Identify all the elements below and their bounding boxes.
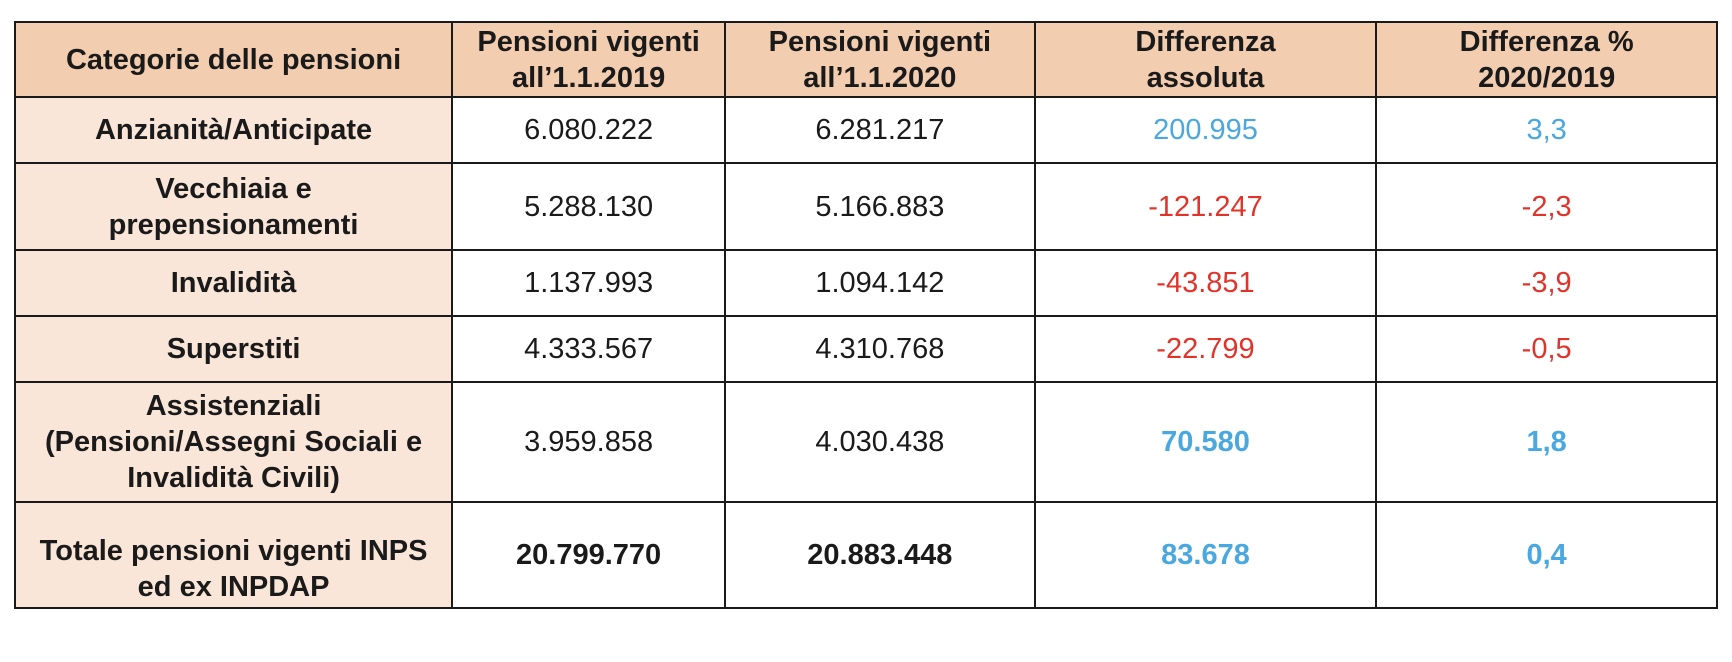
value-2020-cell: 5.166.883 [724, 162, 1036, 251]
table-row: Superstiti 4.333.567 4.310.768 -22.799 -… [13, 315, 1718, 383]
value-2020-cell: 6.281.217 [724, 96, 1036, 164]
total-abs-diff-cell: 83.678 [1033, 501, 1378, 609]
header-vigenti-2020-line2: all’1.1.2020 [803, 61, 957, 94]
category-cell: Invalidità [13, 249, 454, 317]
total-value-2019-cell: 20.799.770 [451, 501, 727, 609]
total-pct-diff-cell: 0,4 [1375, 501, 1718, 609]
header-differenza-percentuale-line1: Differenza % [1459, 25, 1634, 58]
category-cell: Anzianità/Anticipate [13, 96, 454, 164]
total-category-cell: Totale pensioni vigenti INPS ed ex INPDA… [13, 501, 454, 609]
header-vigenti-2019-line1: Pensioni vigenti [477, 25, 700, 58]
category-cell: Vecchiaia e prepensionamenti [13, 162, 454, 251]
header-vigenti-2019: Pensioni vigenti all’1.1.2019 [451, 21, 727, 98]
category-label: Superstiti [166, 333, 301, 365]
category-label-line1: Vecchiaia e [155, 172, 312, 205]
table-row: Vecchiaia e prepensionamenti 5.288.130 5… [13, 162, 1718, 251]
category-label-line3: Invalidità Civili) [127, 462, 340, 494]
total-label-line1: Totale pensioni vigenti INPS [39, 535, 428, 567]
category-label: Invalidità [170, 267, 297, 299]
table-row: Anzianità/Anticipate 6.080.222 6.281.217… [13, 96, 1718, 164]
pct-diff-cell: -0,5 [1375, 315, 1718, 383]
pct-diff-cell: 1,8 [1375, 381, 1718, 503]
header-category: Categorie delle pensioni [13, 21, 454, 98]
header-category-label: Categorie delle pensioni [65, 43, 402, 76]
total-value-2020-cell: 20.883.448 [724, 501, 1036, 609]
category-label: Anzianità/Anticipate [94, 114, 373, 146]
header-vigenti-2020: Pensioni vigenti all’1.1.2020 [724, 21, 1036, 98]
pensions-table: Categorie delle pensioni Pensioni vigent… [13, 21, 1718, 609]
pct-diff-cell: -3,9 [1375, 249, 1718, 317]
abs-diff-cell: 200.995 [1033, 96, 1378, 164]
value-2020-cell: 1.094.142 [724, 249, 1036, 317]
value-2019-cell: 3.959.858 [451, 381, 727, 503]
header-differenza-percentuale: Differenza % 2020/2019 [1375, 21, 1718, 98]
table-row: Assistenziali (Pensioni/Assegni Sociali … [13, 381, 1718, 503]
category-cell: Assistenziali (Pensioni/Assegni Sociali … [13, 381, 454, 503]
header-differenza-assoluta-line1: Differenza [1135, 25, 1276, 58]
header-differenza-assoluta: Differenza assoluta [1033, 21, 1378, 98]
table-row: Invalidità 1.137.993 1.094.142 -43.851 -… [13, 249, 1718, 317]
abs-diff-cell: 70.580 [1033, 381, 1378, 503]
value-2019-cell: 4.333.567 [451, 315, 727, 383]
value-2020-cell: 4.030.438 [724, 381, 1036, 503]
abs-diff-cell: -22.799 [1033, 315, 1378, 383]
value-2019-cell: 1.137.993 [451, 249, 727, 317]
header-vigenti-2019-line2: all’1.1.2019 [512, 61, 666, 94]
category-label-line1: Assistenziali [145, 390, 322, 422]
abs-diff-cell: -121.247 [1033, 162, 1378, 251]
category-label-line2: (Pensioni/Assegni Sociali e [45, 426, 423, 458]
category-cell: Superstiti [13, 315, 454, 383]
total-row: Totale pensioni vigenti INPS ed ex INPDA… [13, 501, 1718, 609]
pct-diff-cell: 3,3 [1375, 96, 1718, 164]
header-row: Categorie delle pensioni Pensioni vigent… [13, 21, 1718, 98]
total-label-line2: ed ex INPDAP [137, 571, 330, 603]
header-vigenti-2020-line1: Pensioni vigenti [768, 25, 992, 58]
header-differenza-percentuale-line2: 2020/2019 [1478, 61, 1616, 94]
category-label-line2: prepensionamenti [108, 208, 359, 241]
value-2019-cell: 6.080.222 [451, 96, 727, 164]
value-2020-cell: 4.310.768 [724, 315, 1036, 383]
pct-diff-cell: -2,3 [1375, 162, 1718, 251]
value-2019-cell: 5.288.130 [451, 162, 727, 251]
abs-diff-cell: -43.851 [1033, 249, 1378, 317]
header-differenza-assoluta-line2: assoluta [1146, 61, 1265, 94]
